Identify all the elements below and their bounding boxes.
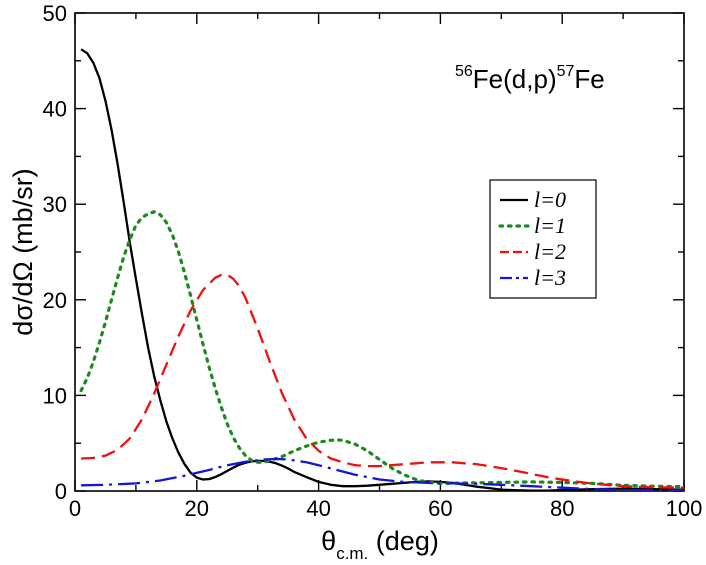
- annotation-pre-sup: 56: [455, 63, 473, 80]
- x-tick-label: 20: [185, 496, 209, 521]
- x-axis-label-sub: c.m.: [336, 544, 368, 563]
- series-line-l2: [81, 273, 684, 489]
- y-axis-label: dσ/dΩ (mb/sr): [8, 168, 38, 335]
- legend-label-l2: l=2: [534, 239, 566, 264]
- legend-label-l3: l=3: [534, 265, 566, 290]
- legend-label-l0: l=0: [534, 187, 566, 212]
- annotation-reaction: 56Fe(d,p)57Fe: [455, 63, 605, 94]
- x-tick-label: 0: [69, 496, 81, 521]
- x-tick-label: 40: [306, 496, 330, 521]
- series-line-l0: [80, 48, 684, 491]
- annotation-post-sup: 57: [557, 63, 575, 80]
- x-tick-label: 60: [428, 496, 452, 521]
- series-curves: [79, 48, 684, 491]
- x-axis-label-rest: (deg): [368, 526, 439, 556]
- y-tick-label: 0: [55, 479, 67, 504]
- annotation-pre: Fe(d,p): [473, 64, 557, 94]
- y-tick-label: 20: [43, 288, 67, 313]
- series-line-l3: [81, 457, 684, 491]
- x-axis-label: θc.m. (deg): [321, 526, 439, 563]
- x-axis-label-main: θ: [321, 526, 336, 556]
- y-tick-label: 10: [43, 383, 67, 408]
- legend-label-l1: l=1: [534, 213, 566, 238]
- y-tick-label: 30: [43, 192, 67, 217]
- series-line-l1: [79, 210, 684, 489]
- axis-ticks: 0 20 40 60 80 100 0 10 20 30 40 50: [43, 1, 703, 521]
- y-tick-label: 50: [43, 1, 67, 26]
- annotation-post: Fe: [574, 64, 604, 94]
- legend: l=0l=1l=2l=3: [489, 179, 597, 299]
- x-tick-label: 100: [666, 496, 703, 521]
- y-tick-label: 40: [43, 97, 67, 122]
- x-tick-label: 80: [550, 496, 574, 521]
